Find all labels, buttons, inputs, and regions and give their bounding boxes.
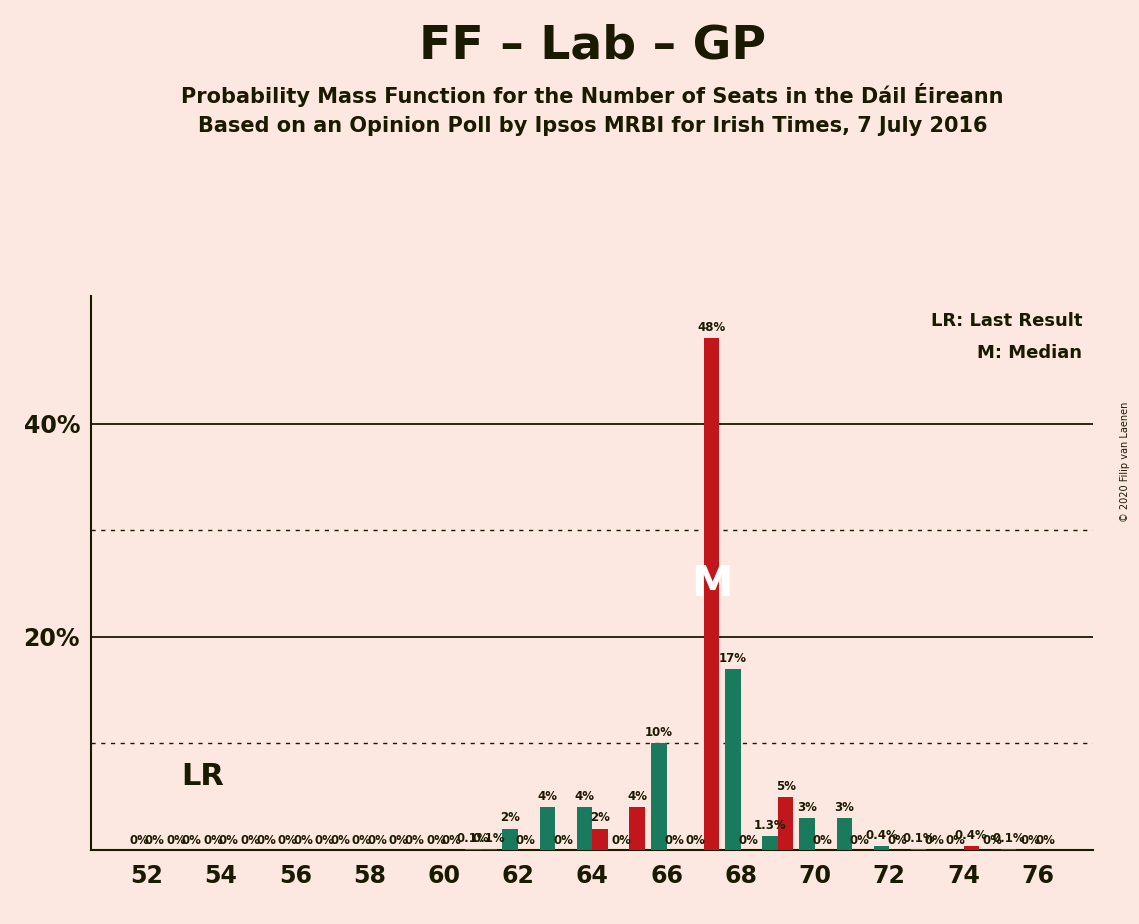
Text: 0%: 0%	[516, 833, 535, 847]
Text: 0%: 0%	[293, 833, 313, 847]
Text: © 2020 Filip van Laenen: © 2020 Filip van Laenen	[1120, 402, 1130, 522]
Text: 0%: 0%	[182, 833, 202, 847]
Text: 0.4%: 0.4%	[866, 829, 898, 842]
Text: 0%: 0%	[314, 833, 335, 847]
Text: 0.1%: 0.1%	[992, 832, 1025, 845]
Text: 0.1%: 0.1%	[473, 832, 505, 845]
Text: 0%: 0%	[278, 833, 297, 847]
Text: 10%: 10%	[645, 726, 673, 739]
Text: 0%: 0%	[352, 833, 371, 847]
Text: LR: Last Result: LR: Last Result	[931, 311, 1082, 330]
Text: FF – Lab – GP: FF – Lab – GP	[419, 23, 765, 68]
Bar	[630, 808, 645, 850]
Text: 0%: 0%	[240, 833, 261, 847]
Text: 0%: 0%	[983, 833, 1002, 847]
Bar	[576, 808, 592, 850]
Bar	[650, 744, 666, 850]
Text: 0%: 0%	[129, 833, 149, 847]
Text: 0%: 0%	[426, 833, 446, 847]
Text: 0.1%: 0.1%	[457, 832, 490, 845]
Text: 0%: 0%	[738, 833, 759, 847]
Bar	[540, 808, 555, 850]
Bar	[874, 845, 890, 850]
Text: 0%: 0%	[554, 833, 573, 847]
Text: 0%: 0%	[204, 833, 223, 847]
Text: 0%: 0%	[945, 833, 966, 847]
Text: 2%: 2%	[500, 811, 521, 824]
Text: 0%: 0%	[219, 833, 239, 847]
Bar	[466, 849, 481, 850]
Bar	[481, 849, 497, 850]
Text: Probability Mass Function for the Number of Seats in the Dáil Éireann: Probability Mass Function for the Number…	[181, 83, 1003, 107]
Text: 0.4%: 0.4%	[954, 829, 988, 842]
Bar	[778, 796, 794, 850]
Bar	[911, 849, 926, 850]
Text: 0%: 0%	[686, 833, 706, 847]
Text: 4%: 4%	[628, 790, 647, 803]
Text: 2%: 2%	[590, 811, 611, 824]
Text: 0%: 0%	[145, 833, 164, 847]
Text: 0%: 0%	[1035, 833, 1056, 847]
Text: 0%: 0%	[330, 833, 350, 847]
Text: 5%: 5%	[776, 780, 796, 793]
Bar	[592, 829, 608, 850]
Text: 3%: 3%	[797, 801, 817, 814]
Bar	[502, 829, 518, 850]
Text: 0%: 0%	[404, 833, 425, 847]
Text: 0%: 0%	[166, 833, 186, 847]
Bar	[800, 818, 816, 850]
Text: 4%: 4%	[574, 790, 595, 803]
Bar	[1001, 849, 1016, 850]
Text: 0%: 0%	[887, 833, 907, 847]
Text: 0%: 0%	[813, 833, 833, 847]
Text: 0%: 0%	[612, 833, 631, 847]
Text: 0%: 0%	[256, 833, 276, 847]
Bar	[704, 338, 719, 850]
Bar	[964, 845, 980, 850]
Text: 1.3%: 1.3%	[754, 819, 786, 832]
Bar	[762, 836, 778, 850]
Text: LR: LR	[181, 762, 224, 792]
Text: 0.1%: 0.1%	[902, 832, 935, 845]
Text: 3%: 3%	[835, 801, 854, 814]
Text: 17%: 17%	[719, 651, 747, 664]
Text: 0%: 0%	[924, 833, 944, 847]
Text: M: M	[690, 563, 732, 604]
Text: 0%: 0%	[368, 833, 387, 847]
Text: M: Median: M: Median	[977, 344, 1082, 361]
Text: 0%: 0%	[850, 833, 870, 847]
Text: Based on an Opinion Poll by Ipsos MRBI for Irish Times, 7 July 2016: Based on an Opinion Poll by Ipsos MRBI f…	[197, 116, 988, 136]
Text: 0%: 0%	[388, 833, 409, 847]
Text: 48%: 48%	[697, 321, 726, 334]
Bar	[836, 818, 852, 850]
Text: 0%: 0%	[1021, 833, 1040, 847]
Bar	[726, 669, 740, 850]
Text: 4%: 4%	[538, 790, 557, 803]
Text: 0%: 0%	[664, 833, 685, 847]
Text: 0%: 0%	[442, 833, 461, 847]
